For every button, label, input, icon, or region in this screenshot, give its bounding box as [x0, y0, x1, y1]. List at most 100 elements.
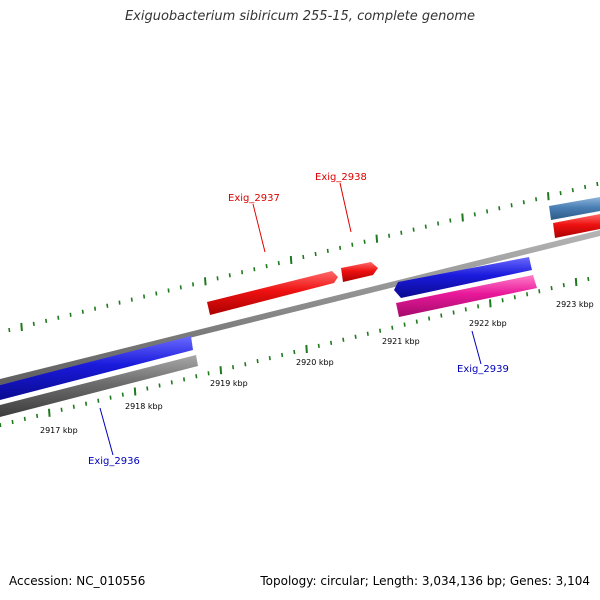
minor-tick: [440, 313, 443, 318]
minor-tick: [179, 285, 182, 290]
gene-exig-2936[interactable]: [0, 336, 193, 400]
major-tick: [204, 277, 207, 286]
genome-backbone: [0, 230, 600, 385]
minor-tick: [391, 325, 394, 330]
tick-label: 2920 kbp: [296, 358, 334, 367]
minor-tick: [216, 276, 219, 281]
minor-tick: [23, 416, 26, 422]
tick-label: 2921 kbp: [382, 337, 420, 346]
minor-tick: [403, 322, 406, 327]
gene-exig-2939[interactable]: [394, 257, 532, 298]
minor-tick: [330, 340, 333, 346]
tick-label: 2923 kbp: [556, 300, 594, 309]
minor-tick: [167, 288, 170, 293]
minor-tick: [170, 380, 173, 385]
major-tick: [574, 277, 578, 287]
minor-tick: [8, 327, 11, 333]
minor-tick: [415, 319, 418, 324]
gene-exig-2938[interactable]: [341, 262, 378, 282]
minor-tick: [143, 294, 146, 299]
minor-tick: [584, 184, 587, 190]
minor-tick: [0, 422, 2, 428]
tick-label: 2919 kbp: [210, 379, 248, 388]
minor-tick: [559, 190, 562, 196]
minor-tick: [121, 392, 124, 397]
minor-tick: [277, 260, 280, 266]
gene-label-exig-2939[interactable]: Exig_2939: [457, 364, 509, 375]
minor-tick: [486, 209, 489, 214]
major-tick: [289, 255, 293, 265]
minor-tick: [232, 365, 235, 370]
tick-label: 2917 kbp: [40, 426, 78, 435]
gene-label-group-exig-2939: Exig_2939: [457, 330, 509, 375]
minor-tick: [342, 337, 345, 342]
minor-tick: [97, 398, 100, 403]
minor-tick: [155, 291, 158, 296]
minor-tick: [94, 306, 97, 311]
minor-tick: [437, 221, 440, 226]
minor-tick: [351, 242, 354, 247]
minor-tick: [45, 318, 48, 324]
minor-tick: [535, 197, 538, 202]
tick-label: 2918 kbp: [125, 402, 163, 411]
minor-tick: [244, 362, 247, 367]
minor-tick: [293, 349, 296, 355]
gene-exig-2937[interactable]: [207, 271, 338, 315]
major-tick: [48, 408, 51, 417]
major-tick: [219, 366, 223, 375]
minor-tick: [339, 245, 342, 251]
minor-tick: [32, 321, 35, 327]
major-tick: [375, 234, 379, 243]
minor-tick: [183, 377, 186, 382]
minor-tick: [106, 303, 109, 308]
minor-tick: [522, 200, 525, 205]
minor-tick: [388, 233, 391, 238]
minor-tick: [587, 276, 590, 282]
gene-steel-right-edge: [549, 197, 600, 220]
tick-label: 2922 kbp: [469, 319, 507, 328]
gene-exig-2939-lower-track: [396, 275, 537, 317]
minor-tick: [60, 407, 63, 412]
gene-label-exig-2938[interactable]: Exig_2938: [315, 172, 367, 183]
minor-tick: [158, 383, 161, 388]
minor-tick: [449, 218, 452, 223]
minor-tick: [596, 181, 599, 187]
minor-tick: [241, 270, 244, 275]
minor-tick: [538, 289, 541, 294]
major-tick: [20, 322, 23, 332]
minor-tick: [207, 371, 210, 376]
minor-tick: [498, 206, 501, 211]
major-tick: [489, 299, 492, 308]
accession-label: Accession: NC_010556: [9, 574, 146, 588]
minor-tick: [281, 352, 284, 358]
minor-tick: [302, 254, 305, 260]
tick-labels: 2917 kbp 2918 kbp 2919 kbp 2920 kbp 2921…: [40, 300, 594, 435]
minor-tick: [464, 307, 467, 312]
minor-tick: [85, 401, 88, 406]
gene-label-group-exig-2938: Exig_2938: [315, 172, 367, 233]
minor-tick: [81, 309, 84, 314]
gene-label-exig-2936[interactable]: Exig_2936: [88, 456, 140, 467]
minor-tick: [130, 297, 133, 302]
minor-tick: [265, 263, 268, 269]
minor-tick: [412, 227, 415, 232]
minor-tick: [550, 285, 553, 291]
minor-tick: [354, 334, 357, 339]
minor-tick: [118, 300, 121, 305]
minor-tick: [424, 224, 427, 229]
map-title: Exiguobacterium sibiricum 255-15, comple…: [124, 9, 476, 24]
minor-tick: [379, 328, 382, 333]
minor-tick: [268, 355, 271, 361]
minor-tick: [69, 312, 72, 317]
minor-tick: [501, 298, 504, 303]
minor-tick: [513, 295, 516, 300]
gene-red-right-edge: [553, 214, 600, 238]
minor-tick: [72, 404, 75, 409]
minor-tick: [253, 267, 256, 272]
minor-tick: [109, 395, 112, 400]
minor-tick: [146, 386, 149, 391]
gene-label-exig-2937[interactable]: Exig_2937: [228, 193, 280, 204]
minor-tick: [326, 248, 329, 254]
minor-tick: [366, 331, 369, 336]
